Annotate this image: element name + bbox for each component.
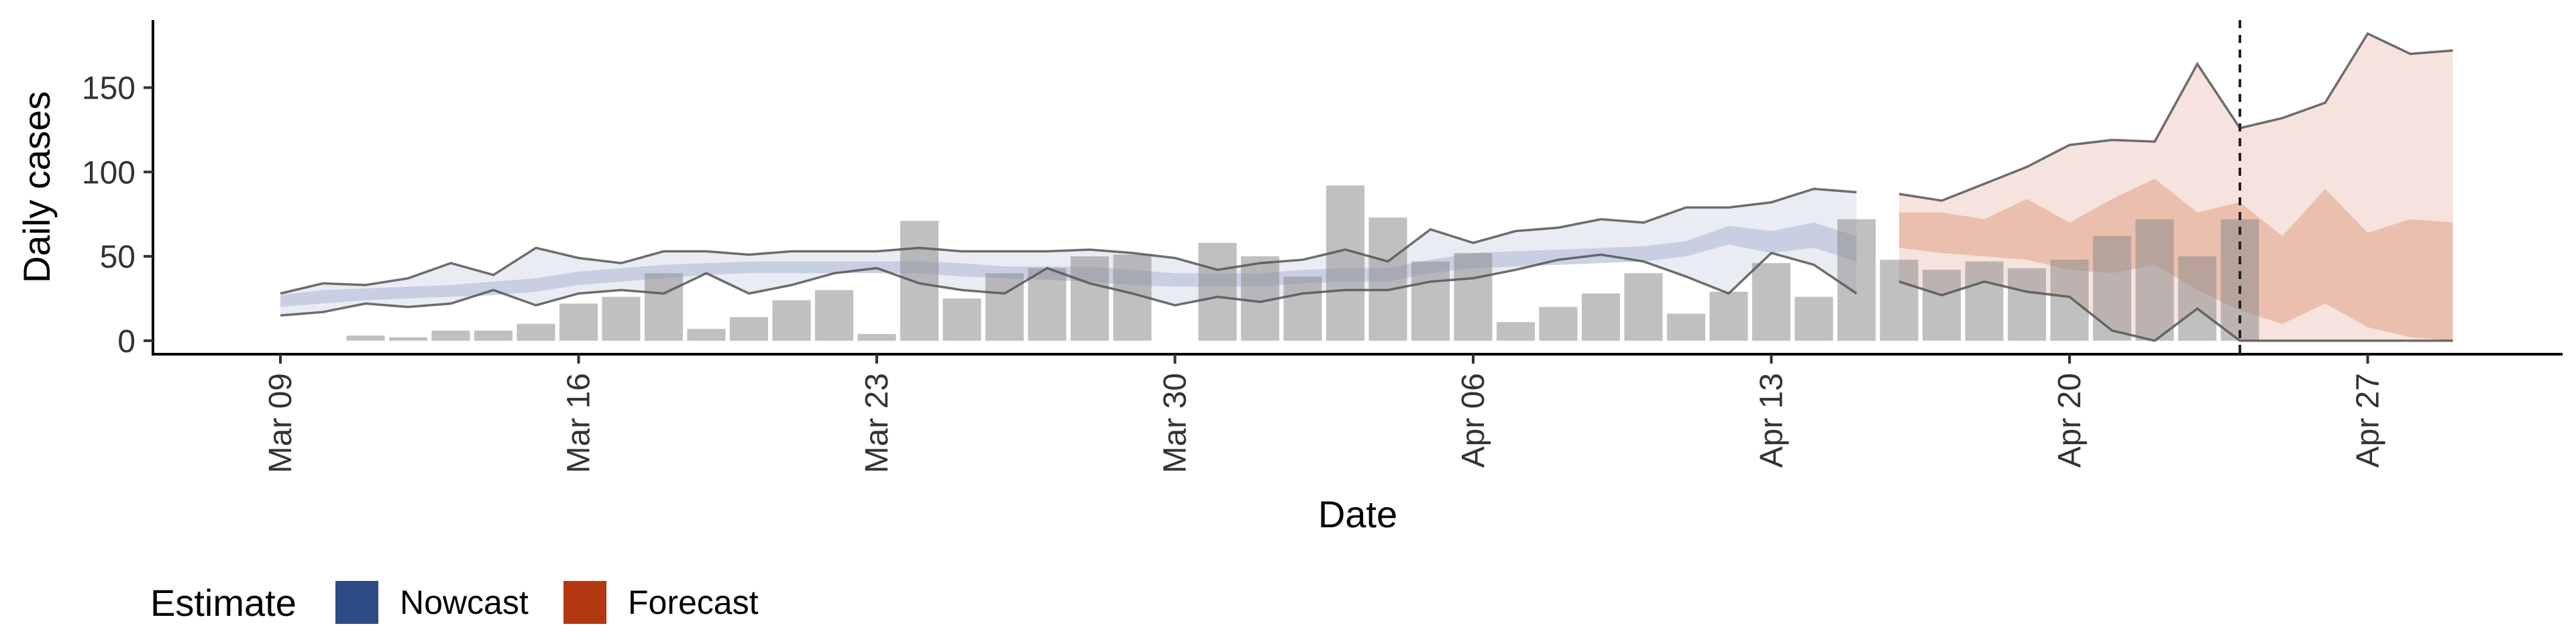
case-bar — [985, 273, 1024, 341]
nowcast-lower-line — [280, 252, 1858, 317]
case-bar — [1880, 260, 1919, 341]
y-tick-label: 0 — [117, 324, 136, 360]
x-tick-label: Mar 23 — [859, 373, 895, 473]
case-bar — [1198, 243, 1237, 341]
case-bar — [2092, 235, 2131, 341]
case-bar — [729, 317, 768, 341]
nowcast-upper-line — [280, 187, 1857, 295]
case-bar — [857, 333, 896, 341]
case-bar — [559, 303, 598, 341]
case-bar — [346, 335, 385, 341]
legend-key-nowcast — [335, 581, 378, 624]
case-bar — [644, 273, 683, 341]
case-bar — [1283, 276, 1322, 341]
case-bar — [943, 299, 981, 341]
x-tick-label: Mar 16 — [561, 373, 597, 473]
case-bar — [1752, 263, 1790, 341]
case-bar — [388, 337, 427, 341]
reported-case-bars — [346, 185, 2259, 341]
y-axis-ticks: 0 50 100 150 — [82, 71, 153, 360]
case-bar — [474, 330, 513, 341]
x-axis-ticks: Mar 09 Mar 16 Mar 23 Mar 30 Apr 06 Apr 13 Apr … — [263, 354, 2386, 473]
case-bar — [1539, 307, 1578, 341]
forecast-upper-line — [1898, 32, 2453, 202]
forecast-inner-band — [1899, 178, 2453, 341]
case-bar — [1368, 217, 1407, 341]
x-tick-label: Apr 06 — [1456, 373, 1491, 468]
band-boundary-lines — [280, 32, 2453, 342]
legend-key-forecast — [564, 581, 606, 624]
y-axis-title: Daily cases — [15, 91, 58, 283]
case-bar — [2007, 268, 2046, 341]
case-bar — [2135, 219, 2174, 341]
case-bar — [687, 329, 726, 341]
case-bar — [1326, 185, 1364, 341]
x-tick-label: Apr 27 — [2351, 373, 2386, 468]
case-bar — [1581, 293, 1620, 341]
legend-label-forecast: Forecast — [628, 584, 759, 621]
legend-label-nowcast: Nowcast — [400, 584, 529, 621]
y-tick-label: 100 — [82, 155, 136, 191]
case-bar — [1496, 322, 1535, 341]
legend-title: Estimate — [150, 582, 297, 624]
case-bar — [1454, 253, 1493, 341]
case-bar — [772, 300, 811, 341]
case-bar — [1070, 256, 1109, 341]
case-bar — [1411, 261, 1450, 341]
x-tick-label: Mar 09 — [263, 373, 299, 473]
case-bar — [900, 221, 938, 341]
case-bar — [1709, 291, 1748, 341]
case-bar — [1922, 270, 1961, 341]
y-tick-label: 150 — [82, 71, 136, 107]
case-bar — [2178, 256, 2216, 341]
case-bar — [1837, 219, 1876, 341]
x-tick-label: Apr 20 — [2052, 373, 2088, 468]
legend: Estimate Nowcast Forecast — [150, 581, 759, 624]
case-bar — [1028, 268, 1067, 341]
case-bar — [431, 330, 470, 341]
case-bar — [1624, 273, 1663, 341]
case-bar — [1794, 297, 1833, 341]
case-bar — [1666, 313, 1705, 341]
case-bar — [2050, 260, 2089, 341]
case-bar — [1965, 261, 2004, 341]
x-tick-label: Mar 30 — [1158, 373, 1193, 473]
y-tick-label: 50 — [100, 239, 136, 275]
axes — [152, 20, 2563, 356]
forecast-lower-line — [1898, 280, 2453, 342]
case-bar — [814, 290, 853, 341]
x-tick-label: Apr 13 — [1754, 373, 1790, 468]
x-axis-title: Date — [1318, 493, 1397, 535]
case-bar — [517, 323, 555, 341]
case-bar — [602, 297, 641, 341]
